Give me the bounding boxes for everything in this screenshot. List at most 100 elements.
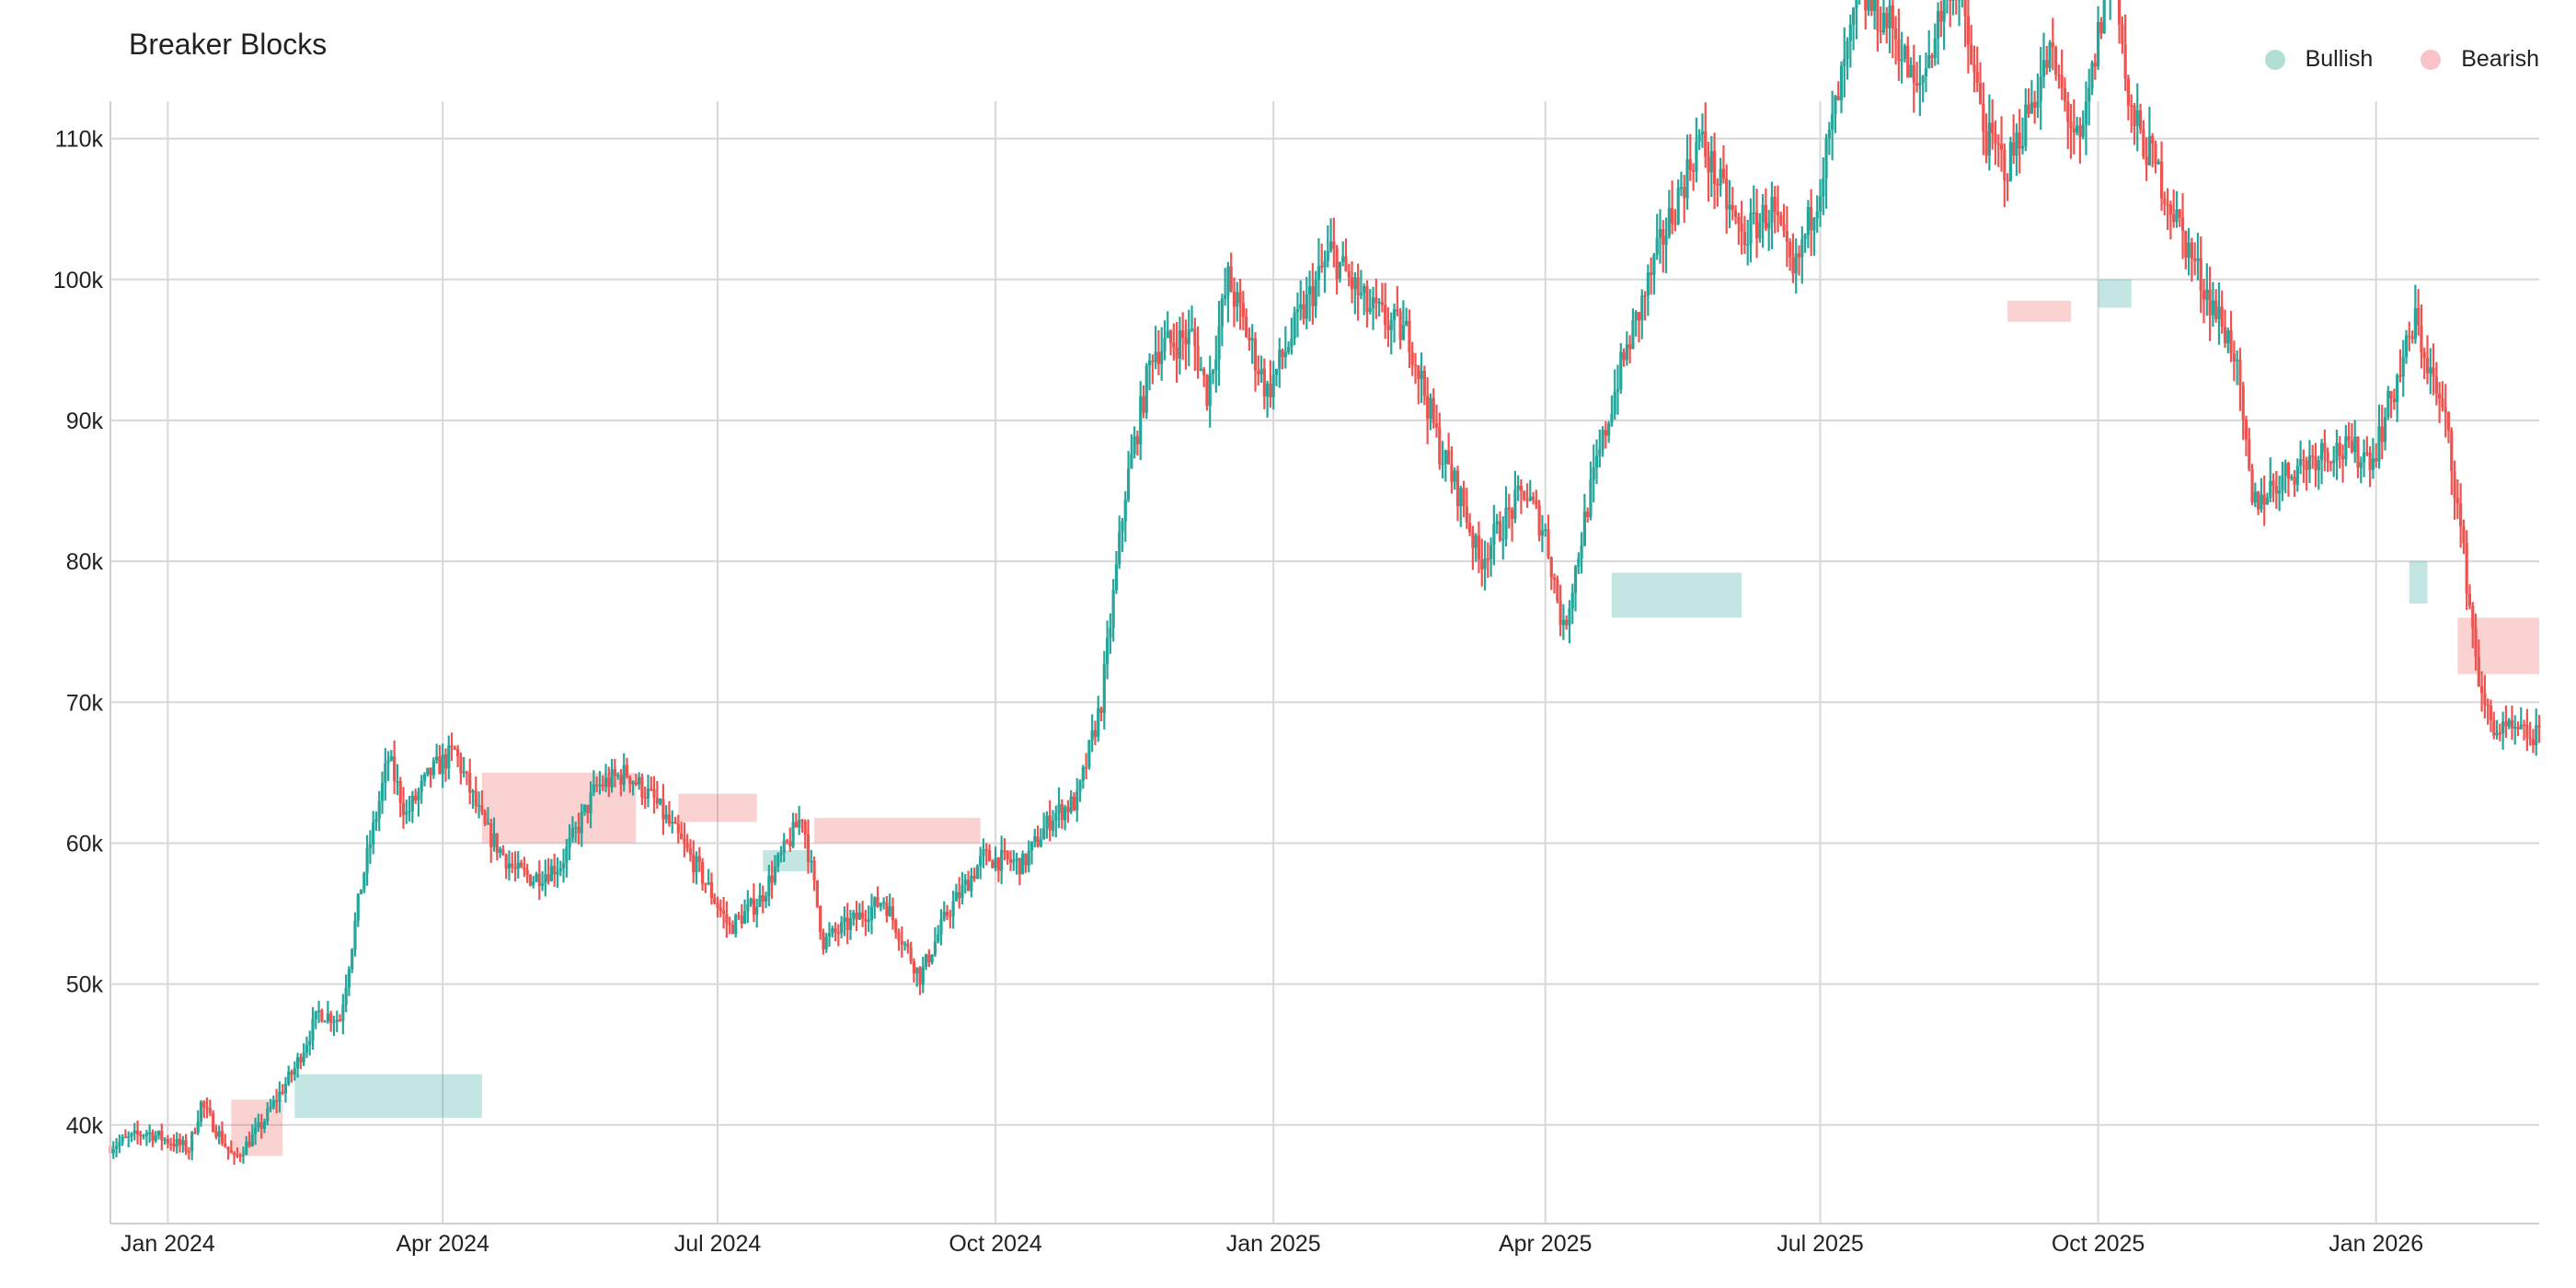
candle-up — [271, 1100, 275, 1108]
candle-down — [2389, 391, 2393, 398]
candle-down — [2453, 471, 2456, 499]
candle-down — [1975, 72, 1979, 84]
candle-down — [1991, 122, 1995, 133]
candle-up — [1746, 244, 1750, 246]
candle-down — [1320, 265, 1324, 268]
candle-down — [1468, 522, 1472, 533]
candle-up — [1027, 850, 1030, 866]
candle-down — [537, 873, 541, 886]
candle-up — [1371, 297, 1375, 309]
candle-down — [2151, 136, 2155, 144]
candle-down — [2380, 426, 2384, 443]
candle-up — [2501, 721, 2505, 734]
candle-up — [791, 822, 795, 846]
candle-up — [2362, 452, 2366, 463]
candle-down — [1662, 228, 1665, 245]
candle-up — [764, 896, 768, 902]
candle-up — [2353, 436, 2357, 453]
candle-up — [341, 1005, 345, 1021]
candle-up — [1154, 351, 1157, 362]
candle-up — [2253, 491, 2257, 503]
candle-up — [1283, 351, 1287, 358]
candle-up — [2401, 356, 2405, 377]
candle-up — [773, 867, 776, 883]
candle-up — [1827, 129, 1831, 139]
candle-up — [314, 1011, 317, 1019]
candle-down — [2060, 75, 2064, 88]
candle-up — [2295, 466, 2299, 485]
candle-down — [236, 1155, 239, 1156]
candle-up — [954, 891, 959, 902]
candle-down — [1238, 292, 1242, 304]
candle-up — [1794, 253, 1798, 274]
candle-down — [634, 781, 638, 785]
breaker-zone-bearish — [2457, 617, 2539, 674]
candle-up — [1824, 138, 1828, 178]
candle-down — [2459, 503, 2463, 527]
candle-down — [1547, 529, 1550, 558]
candle-down — [2483, 693, 2487, 705]
candle-up — [1867, 0, 1870, 11]
candle-up — [1392, 309, 1397, 321]
candle-down — [495, 833, 499, 853]
candle-up — [368, 844, 372, 848]
candle-up — [362, 873, 366, 890]
candle-down — [1335, 248, 1339, 280]
candle-up — [1042, 828, 1046, 840]
candle-up — [2283, 463, 2287, 477]
candle-up — [2015, 132, 2018, 156]
candle-up — [384, 763, 387, 783]
candle-up — [1286, 347, 1291, 352]
candle-up — [386, 760, 390, 764]
candle-down — [1510, 510, 1514, 520]
candle-down — [900, 940, 903, 945]
candle-down — [2408, 335, 2411, 338]
candle-up — [1573, 566, 1578, 593]
candle-down — [1893, 28, 1898, 40]
candle-up — [1568, 608, 1571, 626]
candle-down — [2441, 397, 2444, 408]
candle-up — [1078, 780, 1082, 791]
candle-up — [1903, 45, 1907, 60]
candle-up — [1561, 619, 1566, 626]
candle-down — [1410, 351, 1414, 365]
candle-up — [2371, 458, 2375, 470]
candle-up — [372, 822, 375, 845]
candle-up — [2090, 63, 2094, 88]
axes: 40k 50k 60k 70k 80k 90k 100k 110k Jan 2024 Apr 20… — [53, 101, 2539, 1257]
candle-down — [991, 860, 995, 868]
candle-down — [1462, 488, 1466, 507]
legend-item-bearish[interactable]: Bearish — [2421, 46, 2539, 73]
candle-up — [396, 781, 399, 783]
candle-up — [2084, 101, 2088, 125]
candle-down — [918, 967, 922, 985]
candle-up — [1160, 351, 1164, 364]
candle-down — [2250, 469, 2254, 503]
candle-down — [1486, 558, 1489, 560]
candle-down — [1350, 277, 1354, 290]
candle-up — [1054, 812, 1058, 821]
candle-up — [1220, 298, 1224, 327]
candle-up — [779, 853, 783, 856]
candle-up — [196, 1121, 200, 1133]
candle-up — [1118, 532, 1121, 565]
candle-up — [1295, 308, 1300, 313]
candle-down — [2178, 209, 2181, 218]
candle-down — [643, 797, 647, 799]
candle-up — [2041, 60, 2046, 77]
y-tick-label: 70k — [66, 690, 104, 716]
candle-up — [767, 875, 771, 897]
candle-down — [2347, 436, 2351, 441]
candle-up — [1528, 496, 1532, 500]
candle-up — [389, 756, 393, 761]
candle-down — [2528, 738, 2532, 740]
candle-down — [546, 874, 550, 881]
candle-down — [465, 771, 469, 774]
chart-title: Breaker Blocks — [129, 28, 328, 61]
legend-item-bullish[interactable]: Bullish — [2264, 46, 2373, 73]
candle-down — [1879, 30, 1882, 33]
candle-up — [1259, 368, 1263, 374]
candle-down — [1426, 396, 1430, 420]
candle-down — [513, 867, 517, 869]
